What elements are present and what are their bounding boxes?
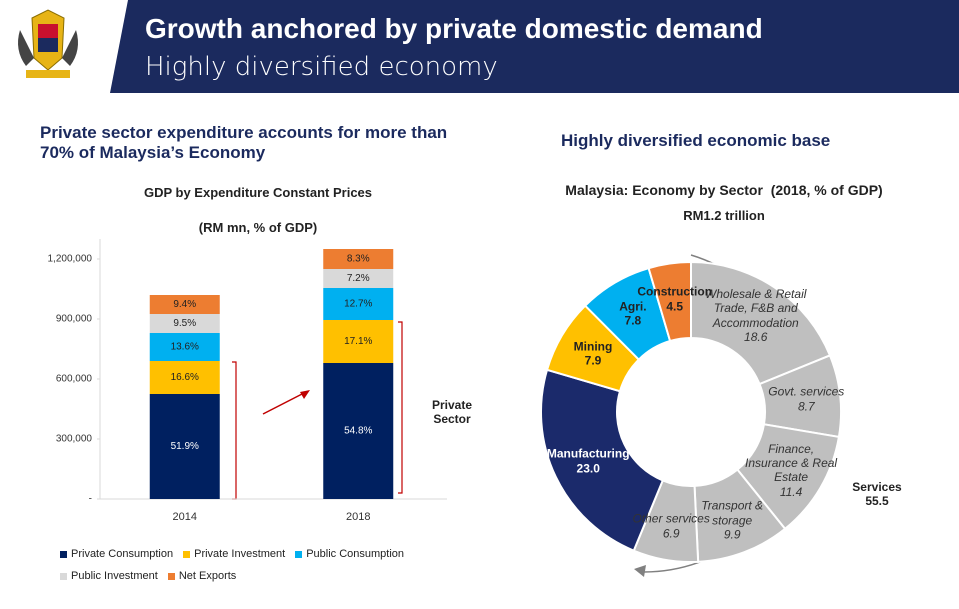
legend: Private Consumption Private Investment Pub… [60,548,460,583]
bar-segment [323,320,394,363]
slice-name: Mining [573,339,613,354]
x-tick-label: 2018 [346,511,370,523]
slide-title: Growth anchored by private domestic dema… [145,13,763,44]
legend-label: Public Consumption [306,548,405,560]
slice-name: Manufacturing [546,446,630,461]
legend-item: Private Investment [183,548,285,561]
data-label: 17.1% [344,336,372,347]
bar-segment [323,269,394,288]
data-label: 54.8% [344,426,372,437]
data-label: 9.5% [173,318,196,329]
group-value: 55.5 [865,494,889,509]
growth-arrow [262,390,310,415]
slice-value: 7.9 [584,353,602,368]
slice-value: 9.9 [723,527,741,542]
slice-label: Wholesale & Retail Trade, F&B and Accomm… [696,287,816,345]
bracket [232,361,237,500]
legend-item: Public Investment [60,570,158,583]
slice-label: Transport & storage 9.9 [672,499,792,542]
bar-segment [323,363,394,499]
chart-title: Malaysia: Economy by Sector (2018, % of … [565,182,883,198]
data-label: 51.9% [171,441,199,452]
legend-item: Private Consumption [60,548,173,561]
section-heading: Private sector expenditure accounts for … [40,123,448,163]
bar-segment [323,249,394,269]
chart-title: GDP by Expenditure Constant Prices [143,185,373,200]
legend-label: Public Investment [71,570,158,583]
legend-swatch [60,551,67,559]
bar-segment [149,361,220,394]
chart-subtitle: (RM mn, % of GDP) [198,220,318,235]
slice-value: 23.0 [576,461,600,476]
slice-value: 4.5 [666,299,684,314]
y-tick-label: 300,000 [56,434,93,445]
x-tick-label: 2014 [173,511,197,523]
slide-subtitle: Highly diversified economy [145,52,498,82]
legend-item: Net Exports [167,570,237,583]
y-tick-label: 1,200,000 [48,254,93,265]
slice-label: Manufacturing 23.0 [528,447,648,476]
legend-swatch [183,551,191,559]
slice-label: Construction 4.5 [615,285,735,314]
slice-value: 11.4 [779,485,803,500]
services-arrowhead [634,565,646,577]
slice-value: 6.9 [662,526,680,541]
slice-name: Govt. services [768,384,845,399]
slice-label: Agri. 7.8 [573,300,693,329]
donut-slice [647,260,692,343]
slice-label: Govt. services 8.7 [746,385,866,414]
group-label: Services 55.5 [842,480,912,509]
legend-swatch [60,573,67,581]
bar-segment [149,394,220,499]
slice-name: Transport & storage [701,498,764,528]
bar-segment [323,288,394,320]
bar-segment [149,314,220,333]
slice-name: Wholesale & Retail Trade, F&B and Accomm… [705,286,807,330]
section-heading: Highly diversified economic base [561,131,831,150]
y-tick-label: - [89,494,92,505]
y-tick-label: 900,000 [56,314,93,325]
slice-value: 8.7 [797,399,815,414]
legend-label: Private Investment [194,548,286,560]
header-band [110,0,959,93]
coat-of-arms [18,9,78,78]
y-tick-label: 600,000 [56,374,93,385]
data-label: 16.6% [171,372,199,383]
bar-segment [149,295,220,314]
data-label: 12.7% [344,299,372,310]
group-name: Services [852,480,902,494]
slice-label: Finance, Insurance & Real Estate 11.4 [731,442,851,500]
data-label: 7.2% [347,273,370,284]
slice-name: Construction [637,284,713,299]
slice-name: Agri. [619,299,647,314]
legend-swatch [167,573,175,581]
donut-slice [690,260,832,386]
slice-label: Other services 6.9 [611,512,731,541]
bar-segment [149,333,220,361]
legend-label: Private Consumption [71,548,174,560]
donut-slice [540,368,665,552]
bracket [398,321,403,494]
slice-name: Finance, Insurance & Real Estate [745,441,838,485]
chart-subtitle: RM1.2 trillion [683,208,765,223]
slice-label: Mining 7.9 [533,339,653,368]
data-label: 9.4% [173,299,196,310]
annotation: Private Sector [431,398,473,427]
slice-value: 7.8 [624,313,642,328]
legend-label: Net Exports [178,570,237,583]
data-label: 8.3% [347,254,370,265]
slice-name: Other services [632,511,710,526]
legend-item: Public Consumption [295,548,404,561]
legend-swatch [295,551,303,559]
data-label: 13.6% [171,342,199,353]
slice-value: 18.6 [744,330,768,345]
